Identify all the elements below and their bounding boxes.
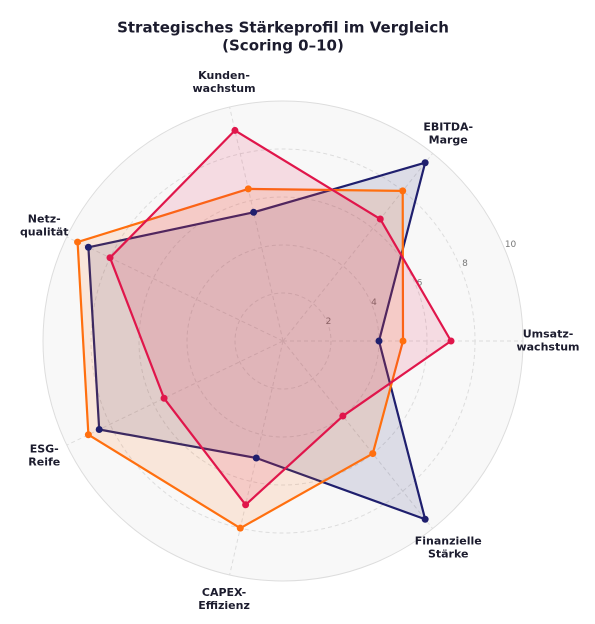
series-point [421,515,429,523]
axis-label: ESG-Reife [28,442,60,468]
axis-label: EBITDA-Marge [423,120,473,146]
axis-label: CAPEX-Effizienz [198,586,250,612]
series-point [399,187,407,195]
spoke [66,340,284,446]
spoke [66,236,284,342]
series-area [87,161,427,521]
series-point [236,524,244,532]
chart-title: Strategisches Stärkeprofil im Vergleich [117,19,449,37]
series-area [108,129,453,506]
series-point [250,208,258,216]
series-point [84,431,92,439]
r-tick-label: 2 [326,317,332,327]
grid-circle [234,292,332,390]
chart-subtitle: (Scoring 0–10) [222,37,344,55]
series-point [252,454,260,462]
series-point [369,450,377,458]
axis-label: Umsatz-wachstum [516,328,579,354]
series-point [106,254,114,262]
r-tick-label: 6 [417,279,423,289]
series-point [399,337,407,345]
r-tick-label: 8 [462,259,468,269]
series-point [376,215,384,223]
series-point [74,238,82,246]
series-point [160,394,168,402]
axis-label: Netz-qualität [20,213,69,239]
spoke [229,106,284,342]
series-point [339,412,347,420]
series-point [244,185,252,193]
series-point [242,501,250,509]
spoke [282,340,434,529]
axis-label: Kunden-wachstum [193,69,256,95]
spoke [282,153,434,342]
series-point [447,337,455,345]
series-point [421,159,429,167]
axis-label: Finanzielle Stärke [415,535,482,561]
r-tick-label: 4 [371,298,377,308]
series-point [95,426,103,434]
series-point [231,126,239,134]
r-tick-label: 10 [505,240,517,250]
series-area [76,187,405,530]
series-point [84,243,92,251]
series-point [375,337,383,345]
